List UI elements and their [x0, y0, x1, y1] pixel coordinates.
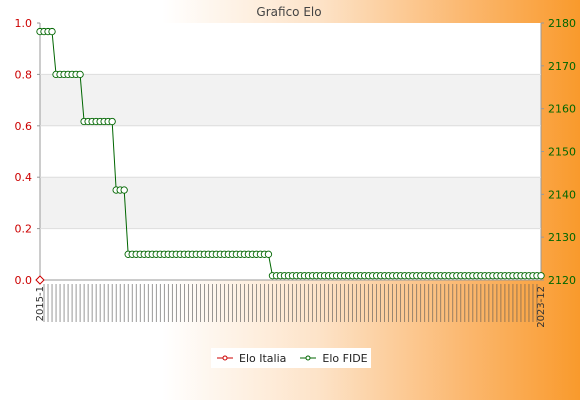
legend-marker-elo-italia — [217, 355, 233, 361]
left-tick-label: 0.8 — [15, 68, 33, 81]
right-tick-label: 2170 — [548, 60, 576, 73]
x-axis-labels: 2015-1 2023-12 — [35, 284, 547, 328]
point-elo-fide — [120, 186, 128, 194]
point-elo-fide — [48, 27, 56, 36]
grid-band — [40, 228, 541, 280]
legend: Elo Italia Elo FIDE — [211, 348, 371, 368]
grid-band — [40, 23, 541, 75]
left-axis: 0.0 0.2 0.4 0.6 0.8 1.0 — [15, 17, 40, 287]
right-tick-label: 2180 — [548, 17, 576, 30]
point-elo-fide — [76, 70, 84, 79]
point-elo-fide — [108, 117, 116, 126]
right-axis: 2120 2130 2140 2150 2160 2170 2180 — [541, 17, 576, 287]
left-tick-label: 0.6 — [15, 120, 33, 133]
right-tick-label: 2150 — [548, 146, 576, 159]
x-tick-label: 2015-1 — [35, 286, 46, 321]
point-elo-italia — [35, 275, 45, 285]
series-elo-fide — [36, 27, 545, 280]
legend-label-elo-fide: Elo FIDE — [322, 351, 368, 365]
series-elo-italia — [35, 275, 45, 285]
x-tick-label: 2023-12 — [536, 286, 547, 328]
right-tick-label: 2140 — [548, 188, 576, 201]
left-tick-label: 0.0 — [15, 274, 33, 287]
left-tick-label: 0.2 — [15, 223, 33, 236]
chart-title: Grafico Elo — [256, 5, 321, 19]
left-tick-label: 0.4 — [15, 171, 33, 184]
legend-marker-elo-fide — [300, 355, 317, 361]
grid-band — [40, 125, 541, 178]
left-tick-label: 1.0 — [15, 17, 33, 30]
legend-label-elo-italia: Elo Italia — [239, 351, 287, 365]
point-elo-fide — [264, 250, 273, 258]
right-tick-label: 2130 — [548, 231, 576, 244]
grid-band — [40, 177, 541, 229]
right-tick-label: 2160 — [548, 103, 576, 116]
grid-band — [40, 74, 541, 126]
right-tick-label: 2120 — [548, 274, 576, 287]
plot-background — [40, 23, 541, 280]
legend-entry-elo-italia: Elo Italia — [217, 352, 286, 365]
grid-lines — [39, 23, 542, 281]
legend-entry-elo-fide: Elo FIDE — [300, 351, 368, 365]
point-elo-fide — [537, 272, 545, 280]
